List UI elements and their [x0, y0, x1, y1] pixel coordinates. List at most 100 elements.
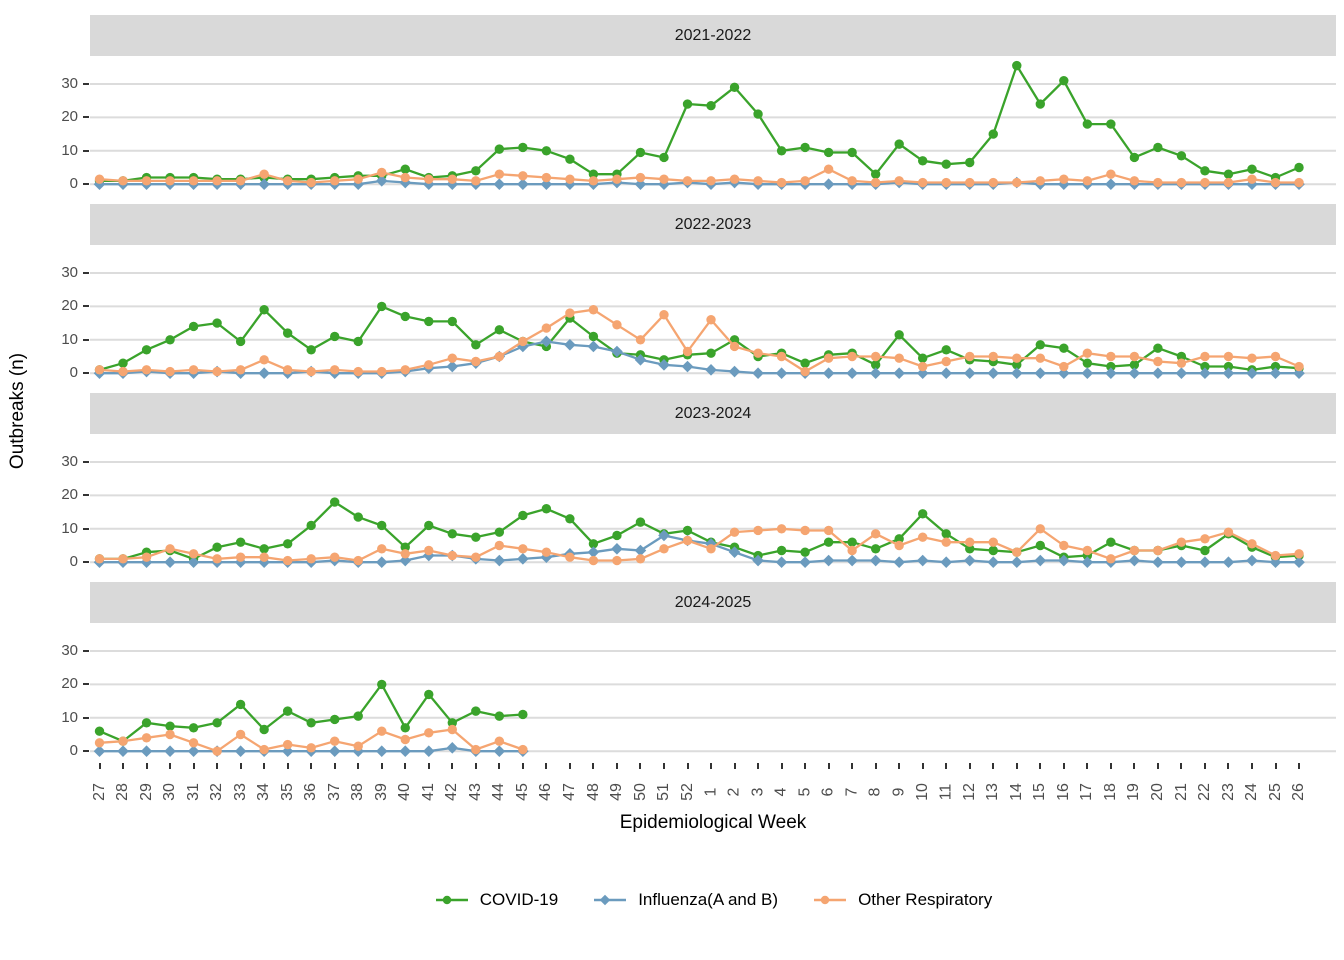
data-point-circle: [1200, 351, 1210, 362]
data-point-circle: [565, 514, 575, 524]
y-tick-mark: [83, 272, 89, 274]
other_respiratory-line: [99, 308, 1300, 373]
x-tick-mark: [427, 763, 430, 769]
x-tick-mark: [1133, 763, 1136, 769]
data-point-circle: [659, 544, 669, 554]
data-point-circle: [918, 532, 928, 542]
data-point-circle: [471, 706, 481, 716]
data-point-diamond: [681, 360, 694, 373]
x-tick-mark: [662, 763, 665, 769]
data-point-circle: [377, 167, 387, 178]
data-point-circle: [518, 709, 528, 720]
data-point-circle: [706, 315, 716, 325]
data-point-circle: [212, 318, 222, 328]
x-tick-mark: [1062, 763, 1065, 769]
covid19-line: [99, 500, 1300, 561]
data-point-circle: [682, 99, 693, 109]
x-tick-mark: [827, 763, 830, 769]
legend: COVID-19 Influenza(A and B) Other Respir…: [90, 890, 1336, 910]
y-tick-mark: [83, 561, 89, 564]
data-point-diamond: [1105, 367, 1117, 379]
data-point-circle: [400, 723, 410, 733]
data-point-circle: [1012, 360, 1022, 370]
data-point-circle: [494, 527, 505, 537]
data-point-circle: [1035, 340, 1045, 350]
x-tick-mark: [1015, 763, 1018, 769]
data-point-circle: [235, 699, 246, 710]
data-point-circle: [377, 520, 387, 531]
influenza-legend-key-icon: [594, 894, 627, 906]
data-point-diamond: [1128, 367, 1141, 379]
data-point-circle: [424, 520, 434, 531]
y-tick-label: 0: [69, 742, 78, 760]
data-point-diamond: [634, 354, 647, 366]
data-point-circle: [1247, 174, 1257, 184]
x-tick-mark: [592, 763, 595, 769]
data-point-diamond: [258, 367, 270, 379]
y-tick-mark: [83, 83, 89, 85]
data-point-circle: [141, 733, 152, 743]
data-point-circle: [1294, 177, 1304, 188]
data-point-diamond: [164, 745, 176, 757]
x-tick-mark: [1274, 763, 1277, 769]
data-point-circle: [635, 517, 646, 527]
x-tick-mark: [545, 763, 548, 769]
x-tick-mark: [992, 763, 995, 769]
facet-panel-2021-2022: [90, 60, 1336, 190]
x-tick-mark: [1039, 763, 1042, 769]
data-point-circle: [188, 738, 199, 748]
data-point-circle: [353, 366, 363, 377]
data-point-circle: [1106, 361, 1116, 372]
data-point-diamond: [399, 554, 412, 567]
data-point-circle: [706, 348, 716, 358]
data-point-circle: [518, 336, 528, 347]
data-point-circle: [518, 142, 528, 153]
data-point-circle: [424, 174, 434, 184]
y-tick-label: 10: [61, 519, 78, 537]
data-point-circle: [588, 539, 599, 549]
x-tick-mark: [639, 763, 642, 769]
facet-strip-2022-2023: 2022-2023: [90, 204, 1336, 245]
data-point-diamond: [775, 367, 788, 379]
x-tick-mark: [898, 763, 901, 769]
data-point-circle: [94, 554, 105, 564]
data-point-diamond: [328, 745, 341, 757]
data-point-circle: [306, 366, 316, 377]
data-point-circle: [1106, 554, 1116, 564]
data-point-diamond: [799, 556, 811, 568]
data-point-circle: [400, 734, 410, 745]
data-point-circle: [776, 545, 787, 556]
covid19-line: [99, 305, 1300, 372]
data-point-circle: [1035, 524, 1045, 534]
data-point-circle: [424, 689, 434, 700]
data-point-circle: [1294, 549, 1304, 559]
data-point-circle: [1223, 351, 1234, 362]
y-tick-label: 0: [69, 553, 78, 571]
data-point-circle: [894, 139, 904, 149]
x-tick-mark: [874, 763, 877, 769]
data-point-circle: [1059, 343, 1069, 353]
data-point-circle: [823, 353, 834, 363]
y-tick-mark: [83, 527, 89, 530]
facet-strip-2024-2025: 2024-2025: [90, 582, 1336, 623]
data-point-circle: [1082, 545, 1093, 556]
data-point-circle: [447, 724, 457, 735]
data-point-circle: [823, 164, 834, 174]
data-point-circle: [541, 146, 552, 156]
data-point-circle: [941, 345, 951, 355]
data-point-diamond: [587, 546, 600, 558]
x-tick-mark: [568, 763, 571, 769]
data-point-circle: [282, 365, 293, 375]
data-point-circle: [894, 534, 904, 544]
data-point-circle: [447, 550, 457, 561]
x-tick-mark: [615, 763, 618, 769]
data-point-circle: [753, 348, 763, 358]
data-point-circle: [1059, 75, 1069, 86]
data-point-diamond: [940, 556, 953, 568]
other_respiratory-line: [99, 168, 1299, 184]
data-point-circle: [518, 510, 528, 521]
data-point-circle: [541, 323, 552, 333]
y-tick-mark: [83, 372, 89, 375]
data-point-diamond: [611, 345, 623, 358]
x-tick-mark: [851, 763, 854, 769]
